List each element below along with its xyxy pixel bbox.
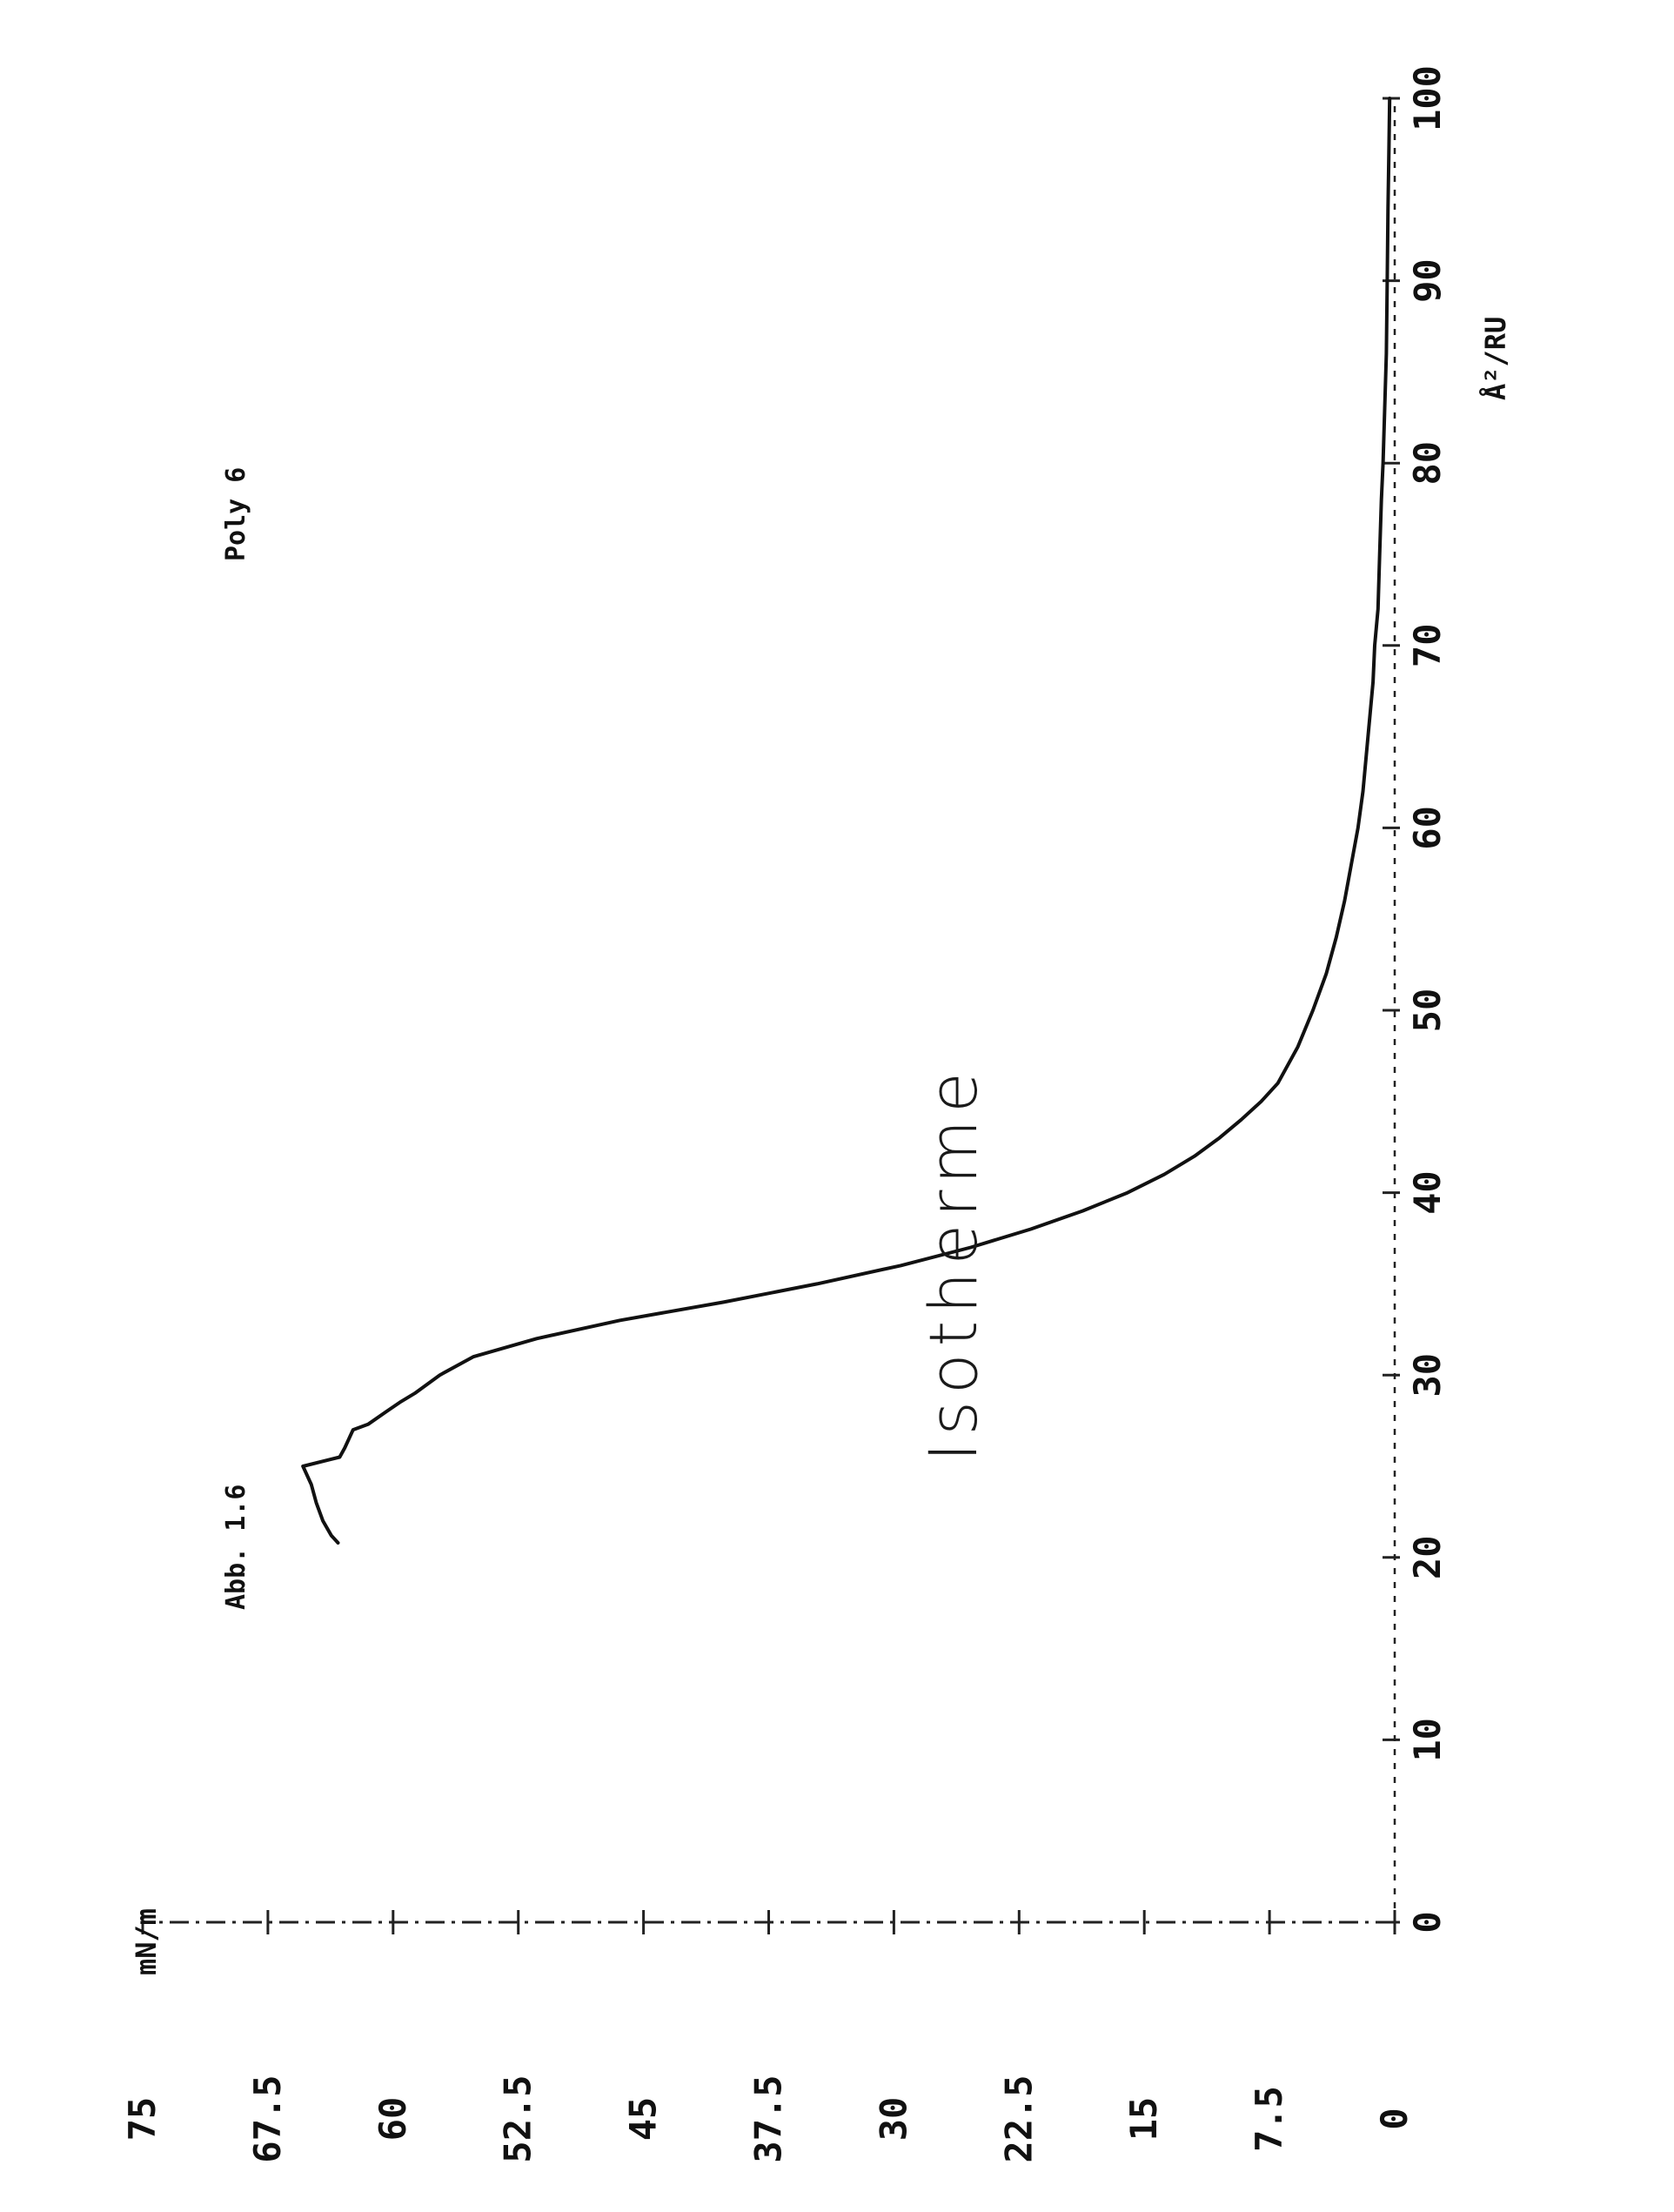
x-tick-label: 60 bbox=[1406, 806, 1449, 850]
y-tick-label: 7.5 bbox=[1248, 2086, 1290, 2152]
x-tick-label: 40 bbox=[1406, 1170, 1449, 1215]
y-tick-label: 52.5 bbox=[497, 2075, 539, 2162]
x-tick-label: 90 bbox=[1406, 258, 1449, 303]
x-tick-label: 20 bbox=[1406, 1536, 1449, 1580]
y-tick-label: 0 bbox=[1373, 2108, 1416, 2129]
y-tick-label: 22.5 bbox=[997, 2075, 1040, 2162]
y-tick-label: 60 bbox=[372, 2097, 414, 2142]
labels: Isotherme Abb. 1.6 Poly 6 Å²/RU mN/m bbox=[130, 317, 1512, 1975]
y-tick-label: 45 bbox=[622, 2097, 665, 2142]
y-tick-label: 75 bbox=[121, 2097, 164, 2142]
x-tick-label: 70 bbox=[1406, 624, 1449, 668]
chart-title: Isotherme bbox=[914, 1065, 992, 1462]
axes bbox=[143, 98, 1396, 1924]
y-tick-label: 37.5 bbox=[747, 2075, 790, 2162]
isotherm-line bbox=[301, 97, 1392, 1545]
y-tick-label: 30 bbox=[872, 2097, 914, 2142]
annotation-poly: Poly 6 bbox=[221, 467, 251, 561]
ticks: 0 10 20 30 40 50 60 70 80 90 100 0 7.5 15 22.5 30 37.5 45… bbox=[121, 65, 1449, 2163]
x-tick-label: 100 bbox=[1406, 65, 1449, 131]
x-tick-label: 80 bbox=[1406, 441, 1449, 486]
x-tick-label: 10 bbox=[1406, 1718, 1449, 1762]
x-axis-label: Å²/RU bbox=[1479, 317, 1512, 400]
y-axis-label: mN/m bbox=[130, 1908, 163, 1975]
annotation-abb: Abb. 1.6 bbox=[221, 1485, 251, 1611]
series bbox=[301, 97, 1392, 1545]
x-tick-label: 0 bbox=[1406, 1911, 1449, 1933]
x-tick-label: 30 bbox=[1406, 1353, 1449, 1398]
y-tick-label: 15 bbox=[1122, 2097, 1165, 2142]
x-tick-label: 50 bbox=[1406, 989, 1449, 1033]
y-tick-label: 67.5 bbox=[246, 2075, 289, 2162]
